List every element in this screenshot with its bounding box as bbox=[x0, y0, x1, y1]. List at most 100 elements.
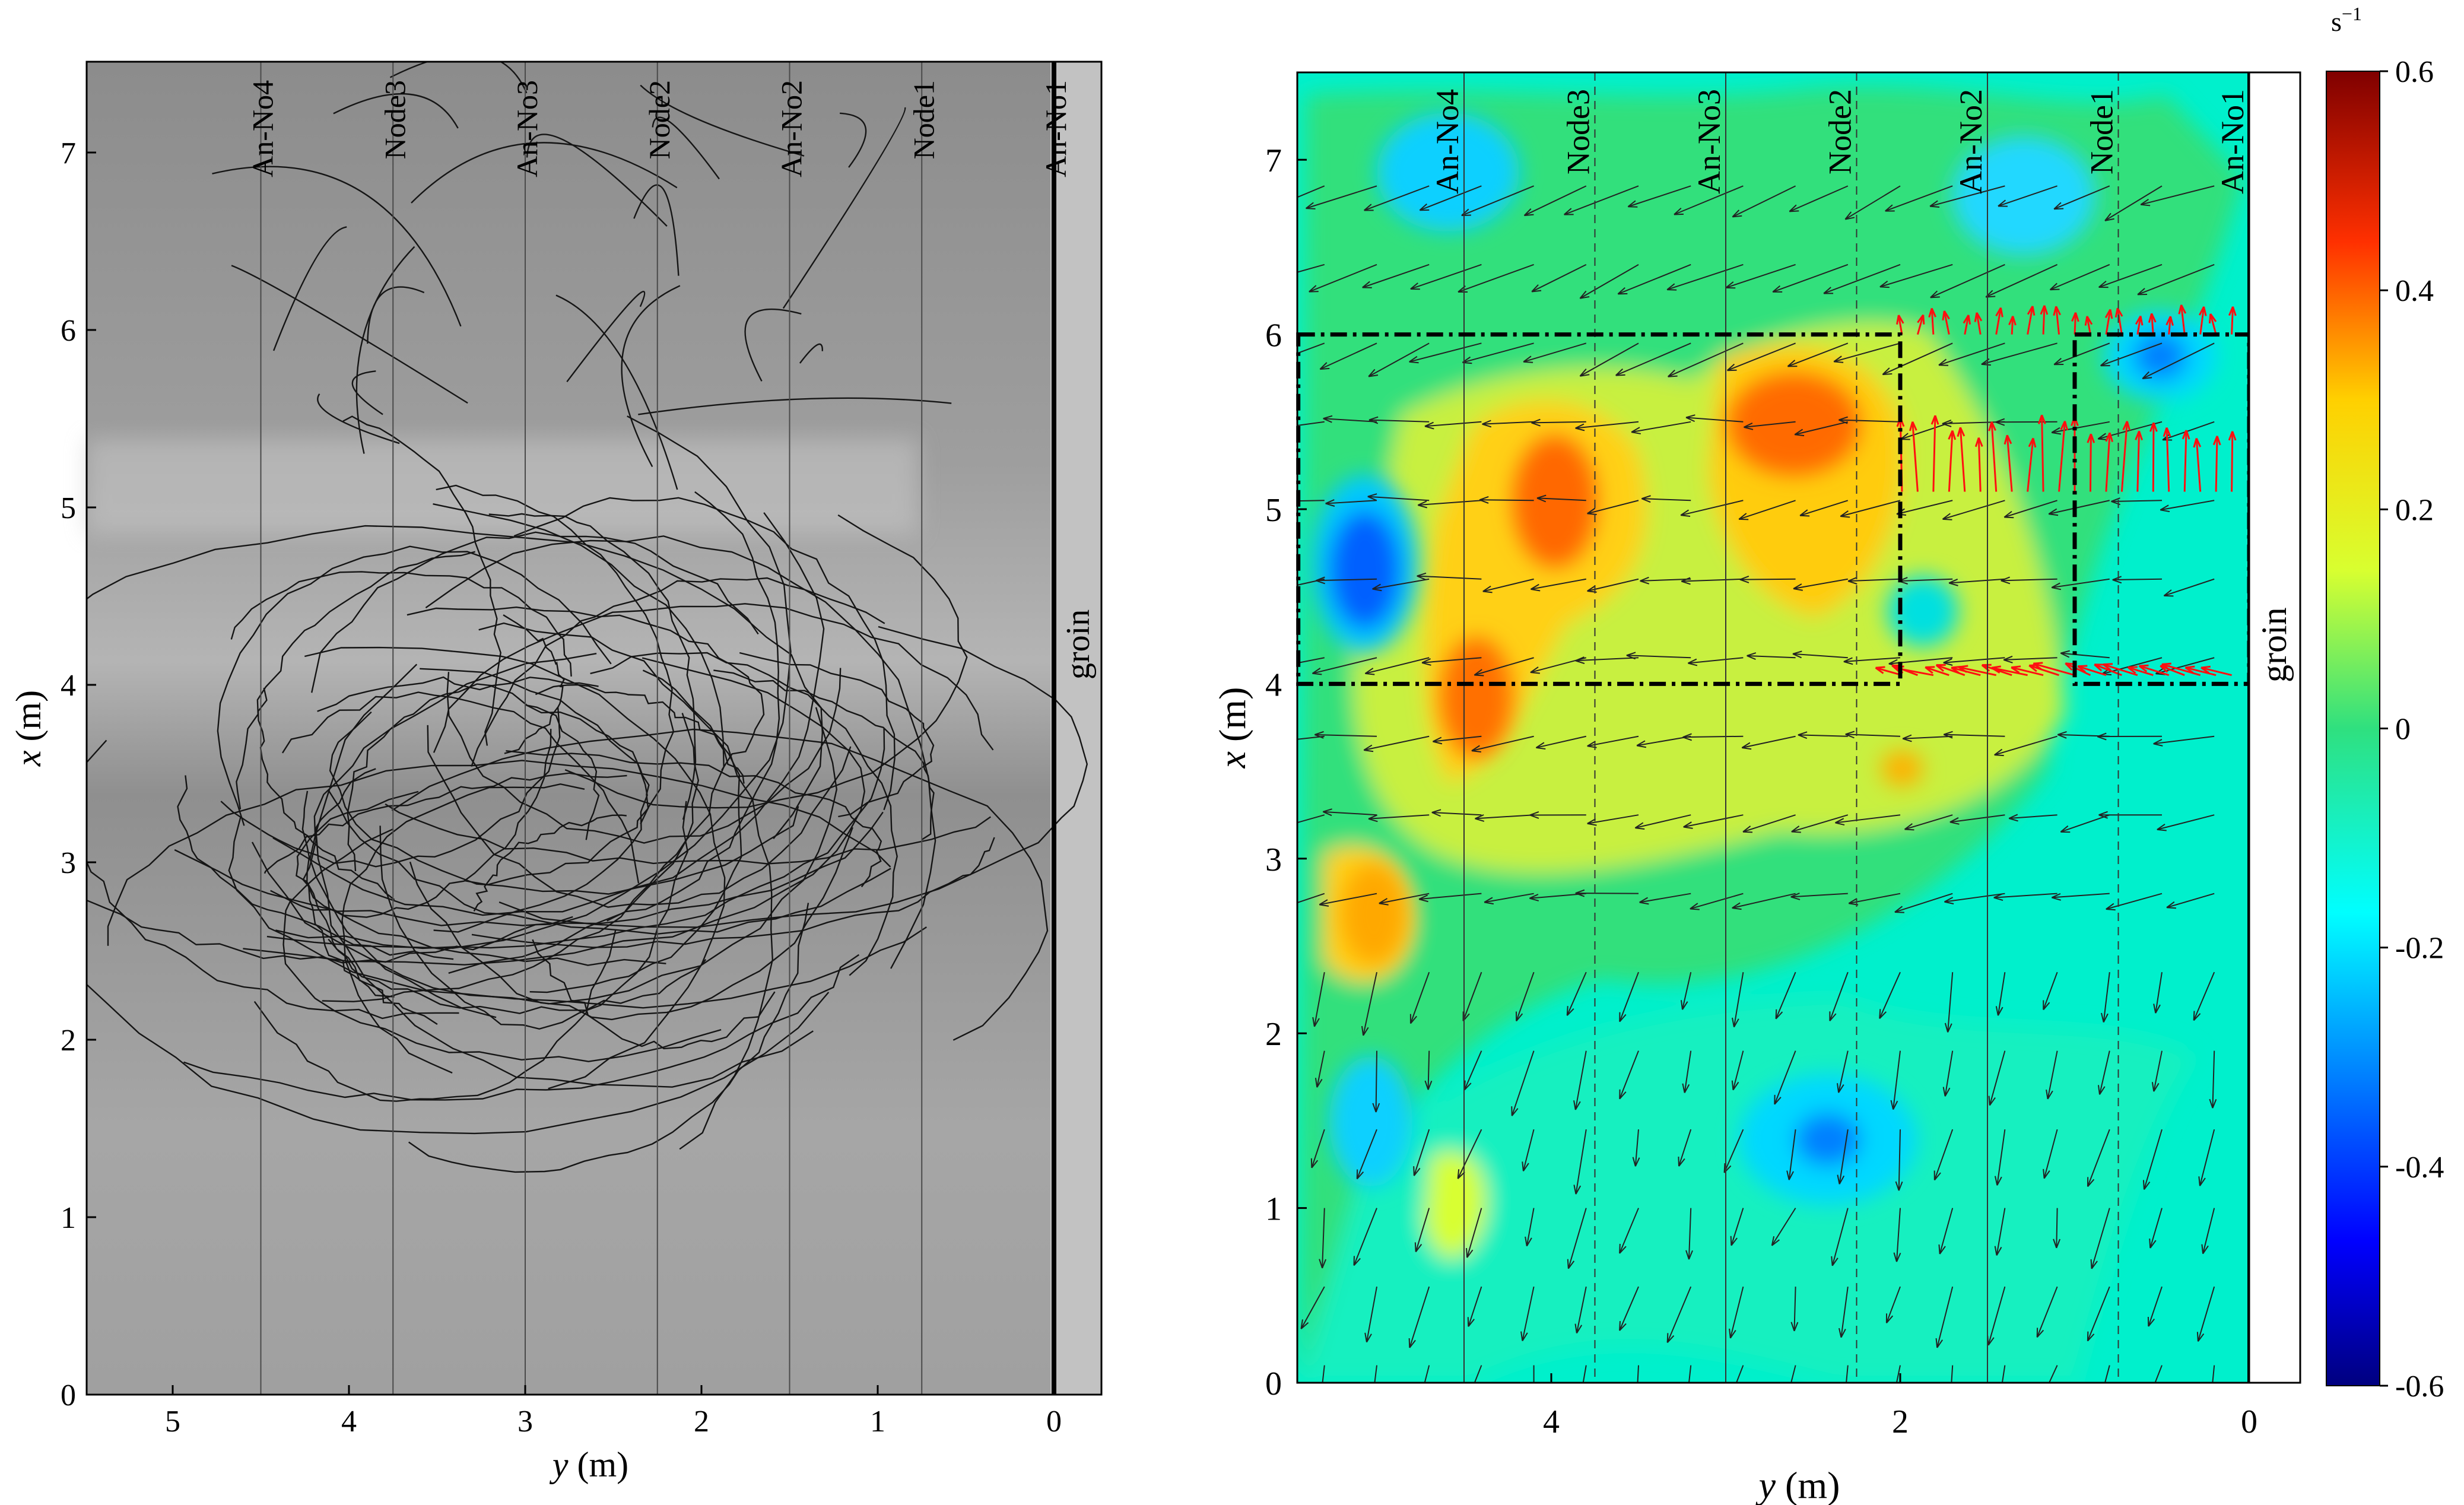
velocity-arrow-head bbox=[1843, 657, 1853, 665]
trajectory-path bbox=[407, 606, 765, 771]
velocity-arrow-head bbox=[1531, 1417, 1537, 1425]
velocity-arrow bbox=[1688, 1365, 1692, 1383]
trajectory-path bbox=[251, 707, 838, 1005]
velocity-arrow-head bbox=[1685, 414, 1695, 423]
trajectory-path bbox=[446, 668, 842, 844]
velocity-arrow-head bbox=[1257, 278, 1266, 284]
velocity-arrow-head bbox=[1928, 307, 1936, 318]
velocity-arrow-head bbox=[1579, 290, 1590, 299]
velocity-arrow bbox=[1911, 421, 1919, 492]
velocity-arrow-head bbox=[1421, 658, 1431, 666]
velocity-arrow bbox=[2041, 415, 2044, 492]
velocity-arrow-head bbox=[1882, 367, 1893, 376]
velocity-arrow-head bbox=[1615, 368, 1625, 376]
velocity-arrow bbox=[1482, 578, 1534, 592]
velocity-arrow bbox=[2094, 663, 2122, 677]
velocity-arrow-head bbox=[1895, 1181, 1903, 1191]
velocity-arrow-head bbox=[1356, 1169, 1364, 1180]
velocity-arrow-head bbox=[1617, 287, 1628, 295]
velocity-arrow-head bbox=[2090, 1259, 2098, 1269]
velocity-arrow-head bbox=[1994, 1176, 2002, 1186]
velocity-arrow bbox=[1364, 735, 1430, 751]
velocity-arrow-head bbox=[1573, 1185, 1582, 1195]
velocity-arrow bbox=[1727, 342, 1796, 372]
velocity-arrow-head bbox=[1942, 1087, 1951, 1097]
velocity-arrow bbox=[2120, 421, 2128, 492]
velocity-arrow-head bbox=[1275, 904, 1284, 910]
velocity-arrow-head bbox=[1634, 822, 1645, 830]
velocity-arrow bbox=[1575, 421, 1639, 429]
velocity-arrow-head bbox=[1632, 1157, 1640, 1167]
velocity-arrow bbox=[1944, 1050, 1954, 1097]
velocity-arrow-head bbox=[1639, 897, 1649, 905]
velocity-arrow bbox=[1417, 575, 1482, 580]
velocity-arrow bbox=[1900, 421, 1953, 440]
trajectory-path bbox=[411, 142, 678, 204]
velocity-arrow bbox=[1958, 666, 1997, 677]
velocity-arrow-head bbox=[1474, 669, 1484, 677]
left-panel: An-No4 Node3 An-No3 Node2 An-No2 Node1 An-No1 … bbox=[9, 61, 1103, 1484]
velocity-arrow-head bbox=[2104, 309, 2113, 319]
y-tick-label: 6 bbox=[61, 314, 76, 348]
velocity-arrow bbox=[1891, 664, 1918, 677]
velocity-arrow bbox=[1474, 1365, 1482, 1383]
velocity-arrow bbox=[1790, 1365, 1796, 1383]
node-label-node2: Node2 bbox=[643, 80, 676, 159]
velocity-arrow bbox=[1323, 811, 1377, 816]
velocity-arrow bbox=[1668, 342, 1744, 377]
velocity-arrow bbox=[1949, 578, 2005, 584]
velocity-arrow bbox=[1949, 814, 2005, 823]
velocity-arrow bbox=[2128, 666, 2154, 677]
velocity-arrow bbox=[1688, 1208, 1692, 1260]
trajectory-path bbox=[640, 84, 805, 157]
velocity-arrow bbox=[1587, 500, 1639, 515]
velocity-arrow-head bbox=[2101, 1012, 2109, 1023]
velocity-arrow-head bbox=[2003, 434, 2012, 445]
velocity-arrow-head bbox=[1730, 1236, 1738, 1246]
velocity-arrow bbox=[1939, 1208, 1954, 1255]
velocity-arrow bbox=[2140, 185, 2215, 205]
velocity-arrow bbox=[1375, 1050, 1377, 1113]
velocity-arrow bbox=[1297, 500, 1325, 502]
velocity-arrow bbox=[1409, 1286, 1430, 1348]
velocity-arrow-head bbox=[1667, 369, 1678, 377]
velocity-arrow bbox=[1419, 893, 1482, 900]
velocity-arrow-head bbox=[1893, 1252, 1901, 1262]
velocity-arrow-head bbox=[2127, 666, 2138, 674]
velocity-arrow bbox=[2033, 662, 2075, 677]
velocity-arrow bbox=[2148, 1286, 2163, 1327]
velocity-arrow bbox=[1531, 263, 1587, 293]
velocity-arrow bbox=[1684, 1050, 1692, 1093]
velocity-arrow-head bbox=[1408, 1338, 1416, 1348]
velocity-arrow bbox=[1994, 735, 2057, 756]
velocity-arrow bbox=[1415, 1208, 1430, 1252]
velocity-arrow-head bbox=[1726, 363, 1737, 372]
velocity-arrow bbox=[2036, 1286, 2058, 1338]
node-label-an-no1: An-No1 bbox=[1039, 80, 1072, 177]
velocity-arrow bbox=[1875, 666, 1903, 677]
velocity-arrow-head bbox=[1379, 898, 1389, 906]
velocity-arrow-head bbox=[1579, 368, 1590, 377]
trajectory-path bbox=[263, 772, 627, 874]
velocity-arrow-head bbox=[1930, 290, 1940, 299]
velocity-arrow bbox=[1849, 893, 1901, 904]
velocity-arrow-head bbox=[2011, 665, 2021, 674]
velocity-arrow-head bbox=[2122, 421, 2131, 431]
left-x-axis-label: y (m) bbox=[549, 1445, 628, 1484]
trajectory-path bbox=[526, 134, 668, 227]
velocity-arrow-head bbox=[1722, 1411, 1728, 1421]
velocity-arrow-head bbox=[2208, 313, 2217, 323]
velocity-arrow-head bbox=[2037, 414, 2046, 424]
velocity-arrow-head bbox=[2182, 430, 2190, 440]
velocity-arrow bbox=[2202, 1208, 2215, 1254]
velocity-arrow-head bbox=[2106, 903, 2116, 911]
velocity-arrow bbox=[1536, 735, 1587, 748]
velocity-arrow-head bbox=[1417, 500, 1427, 509]
velocity-arrow-head bbox=[1894, 906, 1904, 913]
velocity-arrow-head bbox=[2142, 1180, 2151, 1190]
velocity-arrow bbox=[2058, 421, 2066, 492]
velocity-arrow-head bbox=[1424, 1080, 1433, 1090]
velocity-arrow-head bbox=[2053, 1239, 2061, 1249]
y-tick-label: 3 bbox=[1265, 842, 1282, 878]
velocity-arrow-head bbox=[1574, 1323, 1583, 1333]
